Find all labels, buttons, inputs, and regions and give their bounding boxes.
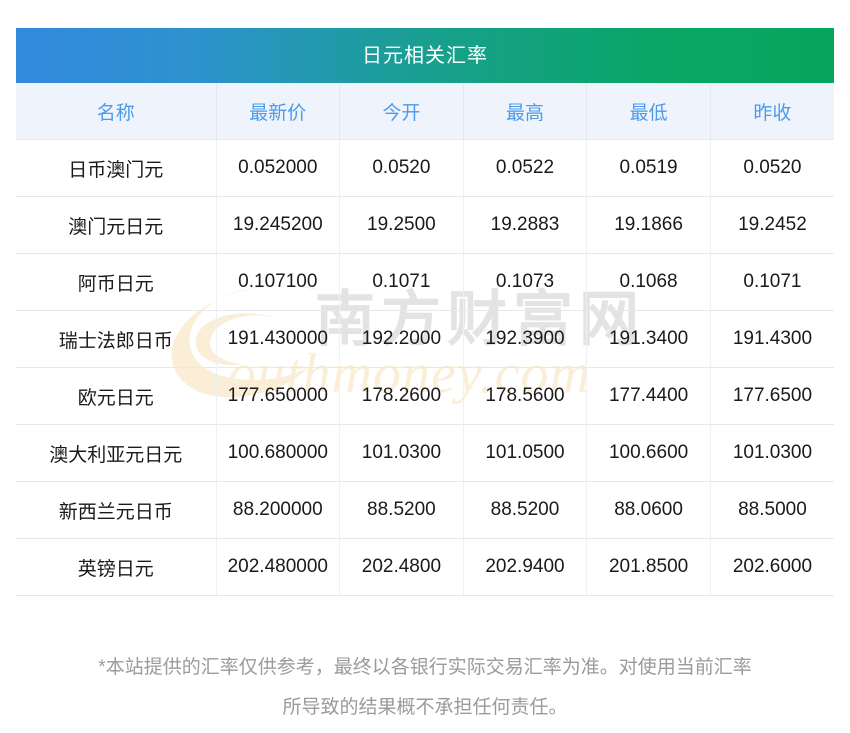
currency-pair-name: 日币澳门元 <box>16 139 217 197</box>
table-row[interactable]: 新西兰元日币 88.200000 88.5200 88.5200 88.0600 88.5… <box>16 481 834 539</box>
currency-pair-name: 英镑日元 <box>16 538 217 596</box>
rate-cell-low: 177.4400 <box>586 367 711 425</box>
table-body: 日币澳门元 0.052000 0.0520 0.0522 0.0519 0.0520 澳门元… <box>16 139 834 596</box>
rate-cell-open: 0.0520 <box>339 139 464 197</box>
rate-cell-close: 202.6000 <box>710 538 834 596</box>
rate-cell-open: 0.1071 <box>339 253 464 311</box>
rate-cell-open: 178.2600 <box>339 367 464 425</box>
currency-pair-name: 阿币日元 <box>16 253 217 311</box>
rate-cell-high: 101.0500 <box>463 424 588 482</box>
column-header-high[interactable]: 最高 <box>463 83 588 140</box>
rate-cell-last: 0.107100 <box>216 253 341 311</box>
disclaimer-line-1: *本站提供的汇率仅供参考，最终以各银行实际交易汇率为准。对使用当前汇率 <box>98 657 752 678</box>
rate-cell-close: 101.0300 <box>710 424 834 482</box>
currency-pair-name: 澳大利亚元日元 <box>16 424 217 482</box>
rate-cell-last: 100.680000 <box>216 424 341 482</box>
rate-cell-open: 101.0300 <box>339 424 464 482</box>
rate-cell-low: 88.0600 <box>586 481 711 539</box>
column-header-low[interactable]: 最低 <box>586 83 711 140</box>
column-header-open[interactable]: 今开 <box>339 83 464 140</box>
table-row[interactable]: 阿币日元 0.107100 0.1071 0.1073 0.1068 0.1071 <box>16 253 834 311</box>
column-header-close[interactable]: 昨收 <box>710 83 834 140</box>
table-row[interactable]: 英镑日元 202.480000 202.4800 202.9400 201.8500 20… <box>16 538 834 596</box>
rate-cell-low: 19.1866 <box>586 196 711 254</box>
table-row[interactable]: 澳门元日元 19.245200 19.2500 19.2883 19.1866 19.24… <box>16 196 834 254</box>
rate-cell-close: 0.0520 <box>710 139 834 197</box>
rate-cell-open: 202.4800 <box>339 538 464 596</box>
disclaimer-note: *本站提供的汇率仅供参考，最终以各银行实际交易汇率为准。对使用当前汇率 所导致的… <box>16 648 834 728</box>
rate-cell-last: 88.200000 <box>216 481 341 539</box>
rate-cell-close: 191.4300 <box>710 310 834 368</box>
table-row[interactable]: 瑞士法郎日币 191.430000 192.2000 192.3900 191.3400… <box>16 310 834 368</box>
rate-cell-open: 192.2000 <box>339 310 464 368</box>
disclaimer-line-2: 所导致的结果概不承担任何责任。 <box>282 697 568 718</box>
column-header-last[interactable]: 最新价 <box>216 83 341 140</box>
rate-cell-last: 191.430000 <box>216 310 341 368</box>
rate-cell-open: 88.5200 <box>339 481 464 539</box>
rate-cell-high: 0.0522 <box>463 139 588 197</box>
rate-cell-high: 0.1073 <box>463 253 588 311</box>
rate-cell-low: 100.6600 <box>586 424 711 482</box>
page-title-bar: 日元相关汇率 <box>16 28 834 83</box>
currency-pair-name: 澳门元日元 <box>16 196 217 254</box>
rate-cell-close: 19.2452 <box>710 196 834 254</box>
rate-cell-last: 202.480000 <box>216 538 341 596</box>
exchange-rate-table: 名称 最新价 今开 最高 最低 昨收 日币澳门元 0.052000 0.0520 0.… <box>16 83 834 596</box>
rate-cell-open: 19.2500 <box>339 196 464 254</box>
currency-pair-name: 新西兰元日币 <box>16 481 217 539</box>
rate-cell-low: 201.8500 <box>586 538 711 596</box>
rate-cell-last: 177.650000 <box>216 367 341 425</box>
currency-pair-name: 欧元日元 <box>16 367 217 425</box>
rate-cell-low: 0.1068 <box>586 253 711 311</box>
table-row[interactable]: 日币澳门元 0.052000 0.0520 0.0522 0.0519 0.0520 <box>16 139 834 197</box>
table-row[interactable]: 澳大利亚元日元 100.680000 101.0300 101.0500 100.660… <box>16 424 834 482</box>
rate-cell-high: 88.5200 <box>463 481 588 539</box>
rate-cell-close: 177.6500 <box>710 367 834 425</box>
table-header: 名称 最新价 今开 最高 最低 昨收 <box>16 83 834 140</box>
column-header-name[interactable]: 名称 <box>16 83 217 140</box>
table-header-row: 名称 最新价 今开 最高 最低 昨收 <box>16 83 834 140</box>
rate-cell-last: 19.245200 <box>216 196 341 254</box>
currency-pair-name: 瑞士法郎日币 <box>16 310 217 368</box>
rate-cell-close: 0.1071 <box>710 253 834 311</box>
rate-cell-high: 178.5600 <box>463 367 588 425</box>
page-title: 日元相关汇率 <box>362 44 488 67</box>
rate-cell-high: 192.3900 <box>463 310 588 368</box>
table-row[interactable]: 欧元日元 177.650000 178.2600 178.5600 177.4400 17… <box>16 367 834 425</box>
rate-cell-last: 0.052000 <box>216 139 341 197</box>
rate-cell-low: 191.3400 <box>586 310 711 368</box>
rate-cell-low: 0.0519 <box>586 139 711 197</box>
rate-cell-close: 88.5000 <box>710 481 834 539</box>
rate-cell-high: 202.9400 <box>463 538 588 596</box>
rate-cell-high: 19.2883 <box>463 196 588 254</box>
